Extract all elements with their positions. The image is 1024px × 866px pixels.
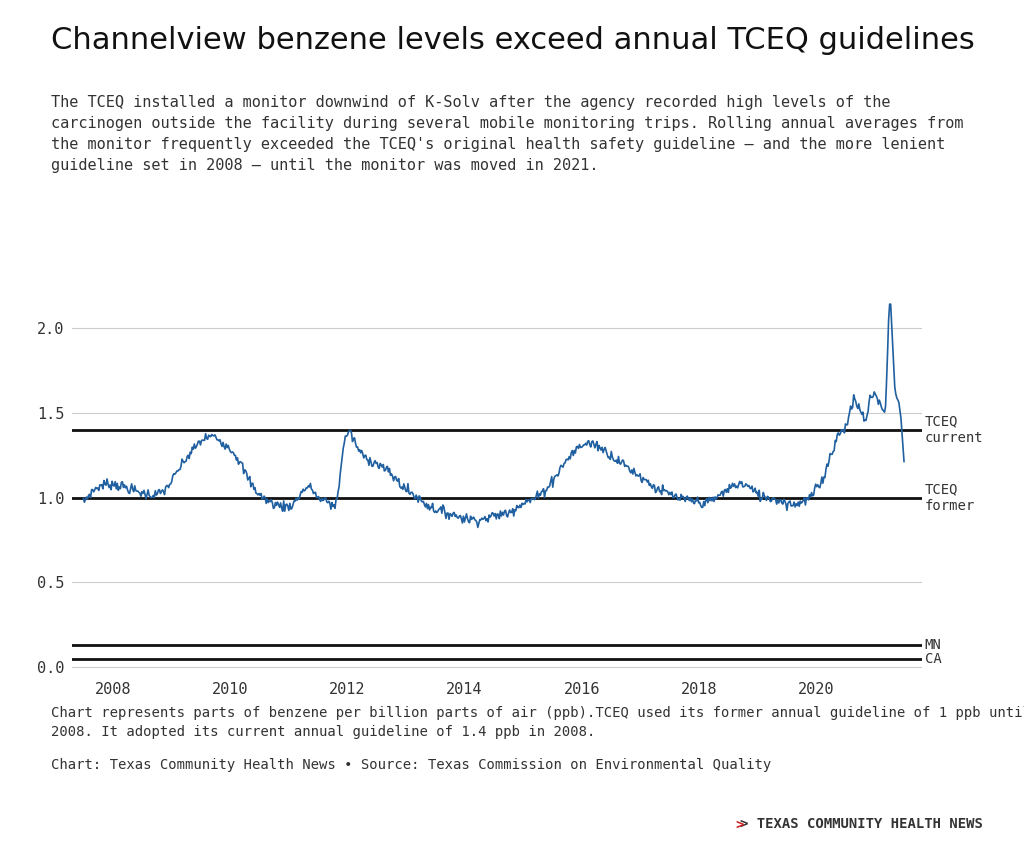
Text: TCEQ
former: TCEQ former [925, 482, 975, 513]
Text: >: > [735, 818, 743, 831]
Text: CA: CA [925, 652, 941, 666]
Text: Chart: Texas Community Health News • Source: Texas Commission on Environmental Q: Chart: Texas Community Health News • Sou… [51, 758, 771, 772]
Text: The TCEQ installed a monitor downwind of K-Solv after the agency recorded high l: The TCEQ installed a monitor downwind of… [51, 95, 964, 173]
Text: MN: MN [925, 638, 941, 652]
Text: Channelview benzene levels exceed annual TCEQ guidelines: Channelview benzene levels exceed annual… [51, 26, 975, 55]
Text: Chart represents parts of benzene per billion parts of air (ppb).TCEQ used its f: Chart represents parts of benzene per bi… [51, 706, 1024, 740]
Text: TCEQ
current: TCEQ current [925, 415, 983, 445]
Text: > TEXAS COMMUNITY HEALTH NEWS: > TEXAS COMMUNITY HEALTH NEWS [740, 818, 983, 831]
